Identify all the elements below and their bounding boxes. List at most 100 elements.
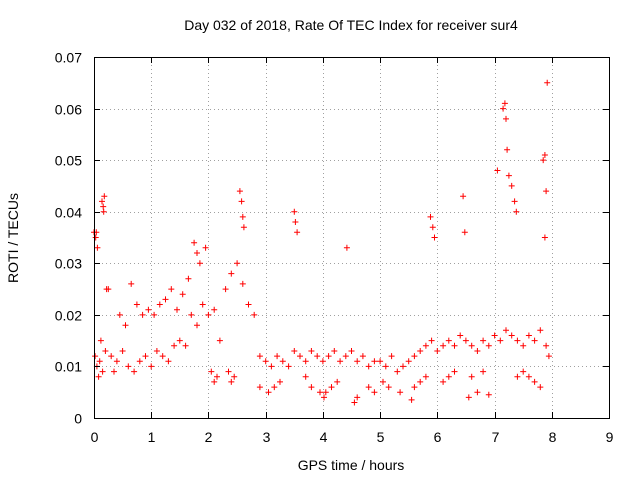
data-point (165, 358, 172, 365)
data-point (139, 311, 146, 318)
data-point (429, 224, 436, 231)
data-point (514, 373, 521, 380)
data-point (504, 146, 511, 153)
data-point (445, 373, 452, 380)
data-point (113, 358, 120, 365)
data-point (231, 373, 238, 380)
data-point (176, 337, 183, 344)
data-point (382, 363, 389, 370)
data-point (101, 193, 108, 200)
plot-frame (94, 57, 610, 419)
data-point (434, 348, 441, 354)
data-point (394, 368, 401, 375)
data-point (460, 193, 467, 200)
data-point (371, 389, 378, 396)
data-point (119, 348, 126, 354)
data-point (153, 348, 160, 354)
data-point (96, 358, 103, 365)
data-point (102, 348, 109, 354)
data-point (540, 157, 547, 164)
data-point (377, 358, 384, 365)
data-point (520, 368, 527, 375)
data-point (214, 373, 220, 380)
data-point (543, 342, 550, 349)
data-point (380, 378, 386, 385)
data-point (503, 115, 509, 122)
data-point (508, 332, 515, 339)
axis-ticks (94, 57, 610, 419)
data-point (501, 100, 508, 107)
data-points (91, 79, 552, 406)
data-point (136, 358, 143, 365)
data-point (474, 389, 481, 396)
data-point (508, 182, 515, 189)
data-point (325, 353, 332, 360)
series-roti (91, 79, 552, 406)
data-point (145, 306, 152, 313)
data-point (292, 219, 299, 225)
data-point (216, 337, 223, 344)
data-point (92, 234, 99, 241)
y-tick-label: 0.06 (55, 102, 82, 118)
data-point (545, 353, 552, 360)
data-point (131, 368, 138, 375)
x-tick-label: 9 (606, 429, 614, 445)
data-point (128, 280, 135, 287)
data-point (440, 342, 447, 349)
data-point (156, 301, 163, 308)
data-point (322, 389, 329, 396)
data-point (291, 348, 298, 354)
data-point (171, 342, 178, 349)
y-tick-label: 0.07 (55, 50, 82, 66)
data-point (122, 322, 129, 329)
data-point (228, 270, 235, 277)
data-point (265, 389, 272, 396)
data-point (405, 358, 412, 365)
data-point (308, 348, 315, 354)
data-point (513, 208, 520, 215)
data-point (239, 280, 246, 287)
data-point (251, 311, 258, 318)
data-point (291, 208, 298, 215)
y-tick-label: 0.04 (55, 205, 82, 221)
data-point (465, 394, 472, 401)
data-point (505, 172, 512, 179)
data-point (541, 234, 548, 241)
data-point (294, 229, 301, 236)
x-tick-label: 4 (320, 429, 328, 445)
x-tick-label: 0 (91, 429, 99, 445)
data-point (388, 353, 395, 360)
grid-lines (94, 57, 609, 418)
data-point (236, 188, 243, 195)
data-point (480, 337, 487, 344)
data-point (408, 396, 415, 403)
data-point (268, 363, 275, 370)
data-point (99, 198, 105, 205)
data-point (543, 188, 550, 195)
data-point (537, 327, 544, 334)
data-point (417, 348, 424, 354)
data-point (525, 332, 532, 339)
data-point (503, 327, 509, 334)
data-point (95, 373, 102, 380)
data-point (451, 368, 458, 375)
data-point (182, 342, 189, 349)
data-point (520, 342, 527, 349)
data-point (262, 358, 269, 365)
data-point (151, 311, 158, 318)
data-point (468, 342, 475, 349)
data-point (302, 373, 309, 380)
data-point (277, 378, 283, 385)
data-point (337, 358, 344, 365)
data-point (385, 384, 392, 391)
chart-title: Day 032 of 2018, Rate Of TEC Index for r… (184, 17, 518, 33)
data-point (314, 353, 321, 360)
data-point (97, 337, 104, 344)
data-point (92, 353, 99, 360)
data-point (142, 353, 149, 360)
data-point (274, 353, 281, 360)
data-point (202, 244, 209, 251)
data-point (191, 239, 198, 246)
data-point (100, 208, 107, 215)
data-point (317, 389, 323, 396)
